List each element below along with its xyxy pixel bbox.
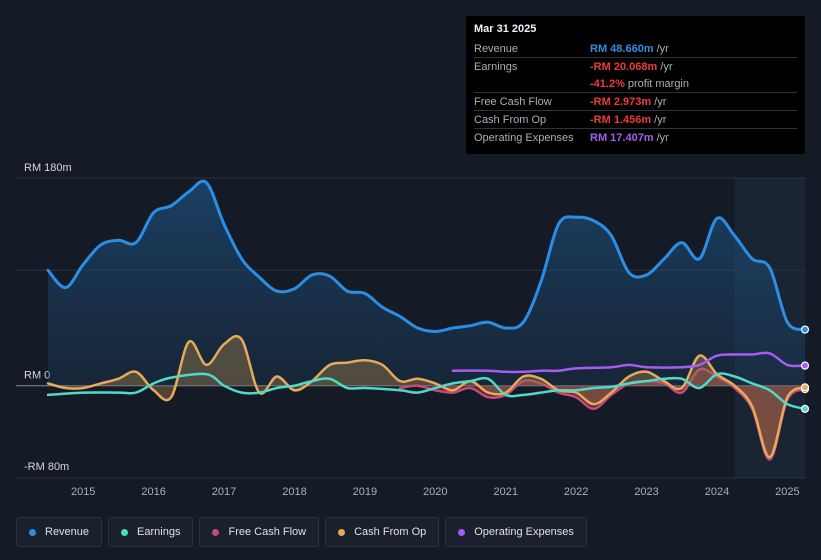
earnings-endpoint: [800, 404, 810, 413]
legend-dot-icon: [212, 528, 220, 536]
x-tick-label: 2024: [705, 486, 729, 498]
tooltip-date: Mar 31 2025: [474, 23, 537, 35]
tooltip-label: Revenue: [474, 42, 519, 55]
revenue-line: [46, 179, 807, 333]
tooltip-unit: /yr: [656, 42, 669, 55]
tooltip-label: Free Cash Flow: [474, 95, 552, 108]
tooltip-value: RM 48.660m: [590, 42, 654, 55]
legend-cash-from-op[interactable]: Cash From Op: [325, 517, 440, 547]
legend-dot-icon: [121, 528, 129, 536]
tooltip-value: RM 17.407m: [590, 131, 654, 144]
legend-dot-icon: [458, 528, 466, 536]
tooltip-label: Earnings: [474, 60, 518, 73]
cash-from-op-endpoint: [800, 383, 810, 392]
tooltip-label: Operating Expenses: [474, 131, 574, 144]
x-tick-label: 2019: [353, 486, 377, 498]
tooltip-unit: /yr: [654, 95, 667, 108]
y-tick-label: RM 0: [24, 370, 50, 382]
free-cash-flow-line: [398, 367, 807, 461]
revenue-area: [48, 181, 805, 386]
legend-dot-icon: [29, 528, 36, 536]
legend-revenue[interactable]: Revenue: [16, 517, 103, 547]
x-tick-label: 2015: [71, 486, 95, 498]
tooltip-row-free-cash-flow: Free Cash Flow -RM 2.973m /yr: [474, 92, 797, 110]
legend-label: Revenue: [45, 526, 90, 538]
legend-free-cash-flow[interactable]: Free Cash Flow: [199, 517, 320, 547]
x-tick-label: 2018: [282, 486, 306, 498]
chart-legend: Revenue Earnings Free Cash Flow Cash Fro…: [16, 517, 587, 547]
earnings-line: [46, 372, 807, 411]
revenue-endpoint: [800, 325, 810, 334]
tooltip-row-cash-from-op: Cash From Op -RM 1.456m /yr: [474, 110, 797, 128]
legend-label: Operating Expenses: [474, 526, 574, 538]
tooltip-value: -RM 20.068m: [590, 60, 658, 73]
legend-operating-expenses[interactable]: Operating Expenses: [445, 517, 587, 547]
tooltip-unit: profit margin: [627, 77, 689, 90]
legend-label: Free Cash Flow: [228, 526, 307, 538]
y-tick-label: RM 180m: [24, 162, 72, 174]
data-tooltip: Mar 31 2025 Revenue RM 48.660m /yr Earni…: [466, 16, 805, 154]
tooltip-label: Cash From Op: [474, 113, 547, 126]
legend-label: Cash From Op: [354, 526, 427, 538]
x-tick-label: 2021: [493, 486, 517, 498]
cash-from-op-line: [46, 335, 807, 459]
x-tick-label: 2017: [212, 486, 236, 498]
tooltip-value: -RM 2.973m: [590, 95, 652, 108]
tooltip-unit: /yr: [654, 113, 667, 126]
tooltip-row-revenue: Revenue RM 48.660m /yr: [474, 40, 797, 57]
tooltip-row-earnings: Earnings -RM 20.068m /yr: [474, 57, 797, 75]
tooltip-value: -41.2%: [590, 77, 625, 90]
cash-from-op-area: [48, 336, 805, 458]
operating-expenses-endpoint: [800, 361, 810, 370]
tooltip-value: -RM 1.456m: [590, 113, 652, 126]
x-tick-label: 2016: [141, 486, 165, 498]
x-tick-label: 2020: [423, 486, 447, 498]
legend-label: Earnings: [137, 526, 181, 538]
tooltip-row-operating-expenses: Operating Expenses RM 17.407m /yr: [474, 128, 797, 146]
x-tick-label: 2023: [634, 486, 658, 498]
operating-expenses-line: [451, 351, 807, 374]
legend-dot-icon: [338, 528, 346, 536]
tooltip-unit: /yr: [660, 60, 673, 73]
legend-earnings[interactable]: Earnings: [108, 517, 194, 547]
tooltip-unit: /yr: [656, 131, 669, 144]
y-tick-label: -RM 80m: [24, 461, 69, 473]
x-tick-label: 2022: [564, 486, 588, 498]
x-tick-label: 2025: [775, 486, 799, 498]
tooltip-row-profit-margin: -41.2% profit margin: [474, 75, 797, 92]
